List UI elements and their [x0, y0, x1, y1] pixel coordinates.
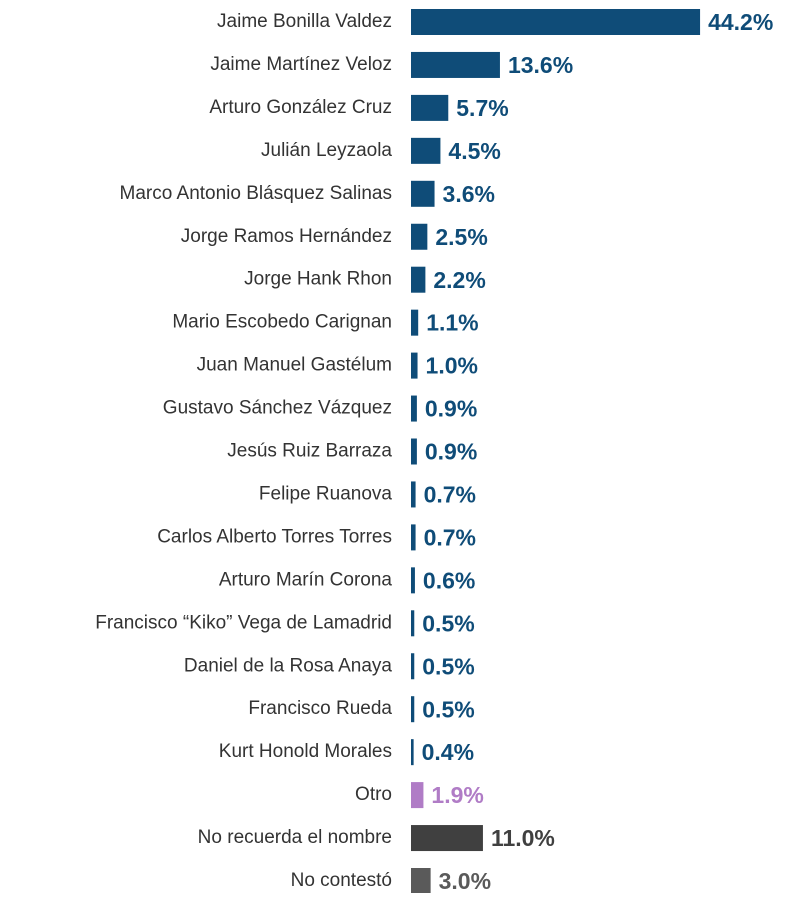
category-label: Gustavo Sánchez Vázquez	[163, 398, 392, 419]
bar	[411, 94, 449, 121]
category-label: No contestó	[291, 870, 392, 891]
bar	[411, 567, 415, 594]
value-label: 0.9%	[425, 439, 477, 465]
bar	[411, 825, 483, 852]
category-label: Mario Escobedo Carignan	[172, 312, 392, 333]
bar	[411, 524, 416, 551]
value-label: 4.5%	[448, 138, 500, 164]
bar	[411, 309, 419, 336]
value-label: 3.6%	[443, 181, 495, 207]
category-label: Francisco Rueda	[248, 698, 392, 719]
bar	[411, 782, 424, 809]
category-label: Arturo Marín Corona	[219, 569, 393, 590]
category-label: Marco Antonio Blásquez Salinas	[120, 183, 393, 204]
category-label: Jorge Hank Rhon	[244, 269, 392, 290]
bar	[411, 696, 415, 723]
value-label: 0.7%	[424, 482, 476, 508]
value-label: 11.0%	[491, 825, 555, 851]
value-label: 1.0%	[426, 353, 478, 379]
value-label: 1.9%	[431, 782, 483, 808]
category-label: Felipe Ruanova	[259, 483, 393, 504]
bar	[411, 610, 415, 637]
value-label: 1.1%	[426, 310, 478, 336]
bar	[411, 180, 435, 207]
bar	[411, 481, 416, 508]
bar	[411, 352, 418, 379]
value-label: 5.7%	[456, 95, 508, 121]
value-label: 2.5%	[435, 224, 487, 250]
bar	[411, 51, 500, 78]
category-label: Jaime Martínez Veloz	[210, 54, 392, 75]
value-label: 0.4%	[422, 739, 474, 765]
value-label: 13.6%	[508, 52, 573, 78]
category-label: Jaime Bonilla Valdez	[217, 11, 392, 32]
bar	[411, 395, 417, 422]
value-label: 0.6%	[423, 567, 475, 593]
bar	[411, 739, 414, 766]
value-label: 0.7%	[424, 524, 476, 550]
bar	[411, 653, 415, 680]
category-label: Otro	[355, 784, 392, 805]
bar	[411, 137, 441, 164]
bar	[411, 9, 701, 35]
category-label: Carlos Alberto Torres Torres	[157, 526, 392, 547]
bar	[411, 868, 431, 894]
value-label: 2.2%	[433, 267, 485, 293]
category-label: No recuerda el nombre	[198, 827, 392, 848]
bar	[411, 266, 426, 293]
category-label: Kurt Honold Morales	[219, 741, 392, 762]
category-label: Francisco “Kiko” Vega de Lamadrid	[95, 612, 392, 633]
category-label: Juan Manuel Gastélum	[197, 355, 392, 376]
category-label: Julián Leyzaola	[261, 140, 392, 161]
category-label: Daniel de la Rosa Anaya	[184, 655, 393, 676]
value-label: 0.9%	[425, 396, 477, 422]
bar	[411, 438, 417, 465]
value-label: 44.2%	[708, 9, 773, 35]
category-label: Jesús Ruiz Barraza	[227, 441, 392, 462]
category-label: Arturo González Cruz	[209, 97, 392, 118]
category-label: Jorge Ramos Hernández	[181, 226, 392, 247]
value-label: 0.5%	[422, 653, 474, 679]
bar	[411, 223, 428, 250]
value-label: 0.5%	[422, 696, 474, 722]
value-label: 3.0%	[439, 868, 491, 893]
value-label: 0.5%	[422, 610, 474, 636]
